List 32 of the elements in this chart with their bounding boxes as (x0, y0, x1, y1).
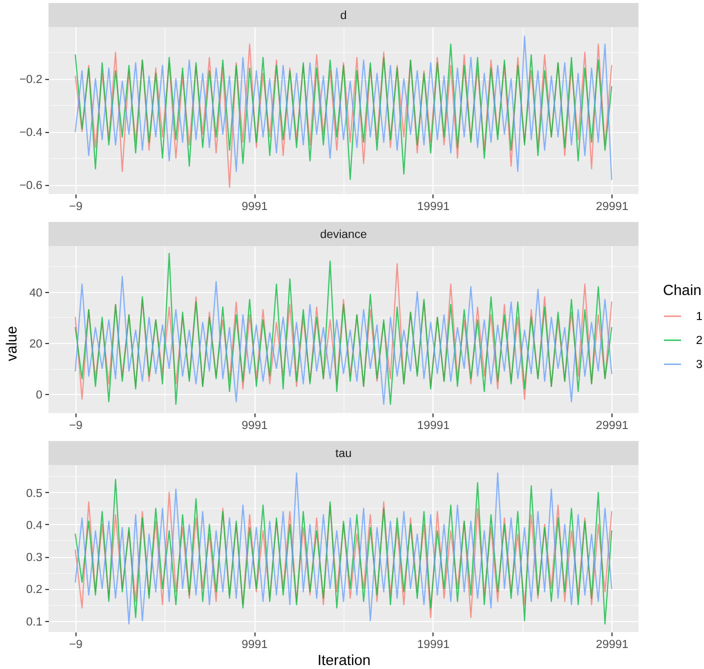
legend-label: 3 (696, 358, 703, 372)
x-tick-label: −9 (69, 200, 82, 214)
y-tick-label: 20 (29, 337, 43, 350)
y-tick-label: 0.2 (26, 583, 42, 596)
chart-title: d (340, 9, 347, 22)
legend-title: Chain (663, 283, 702, 299)
x-axis-title: Iteration (317, 652, 371, 669)
legend-label: 2 (696, 334, 703, 348)
x-tick-label: −9 (69, 419, 82, 432)
x-tick-label: −9 (69, 638, 82, 652)
x-tick-label: 9991 (242, 419, 268, 432)
y-tick-label: −0.2 (19, 73, 42, 86)
y-tick-label: −0.4 (19, 126, 43, 140)
chart-title: tau (335, 447, 352, 460)
y-tick-label: 0.5 (26, 486, 43, 500)
x-tick-label: 29991 (596, 638, 628, 652)
y-tick-label: −0.6 (19, 179, 42, 192)
y-tick-label: 0.4 (26, 518, 43, 532)
y-tick-label: 0.3 (26, 551, 42, 564)
x-tick-label: 9991 (242, 638, 268, 652)
x-tick-label: 9991 (242, 200, 268, 214)
x-tick-label: 19991 (417, 419, 450, 432)
legend-label: 1 (696, 310, 703, 324)
x-tick-label: 19991 (417, 200, 450, 214)
chart-title: deviance (320, 228, 367, 241)
y-axis-title: value (4, 326, 20, 362)
x-tick-label: 19991 (417, 638, 450, 652)
y-tick-label: 40 (29, 286, 43, 300)
y-tick-label: 0.1 (26, 615, 42, 628)
x-tick-label: 29991 (596, 419, 628, 432)
x-tick-label: 29991 (596, 200, 628, 214)
y-tick-label: 0 (36, 388, 43, 402)
